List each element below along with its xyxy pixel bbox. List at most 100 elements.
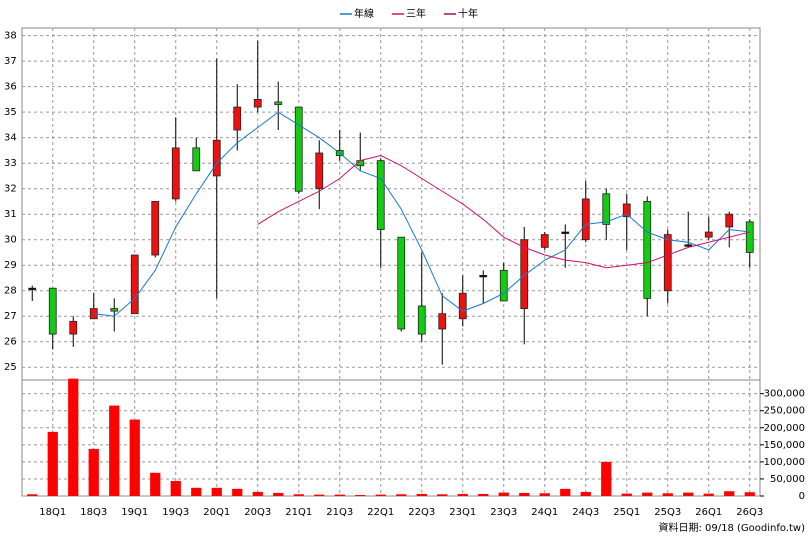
candle-body	[417, 305, 426, 335]
candle-body	[397, 236, 406, 330]
volume-bar	[724, 491, 735, 496]
x-tick-label: 22Q3	[408, 507, 435, 518]
y-tick-label: 27	[4, 311, 17, 322]
x-tick-label: 24Q1	[531, 507, 558, 518]
candle-body	[745, 221, 754, 253]
volume-bar	[355, 494, 366, 496]
y-tick-label: 35	[4, 107, 17, 118]
x-tick-label: 19Q3	[162, 507, 189, 518]
volume-bar	[375, 494, 386, 496]
volume-bar	[539, 493, 550, 496]
candle-body	[704, 231, 713, 238]
x-tick-label: 18Q3	[80, 507, 107, 518]
y-tick-label: 36	[4, 82, 17, 93]
legend-label: 三年	[406, 7, 426, 20]
volume-bar	[519, 492, 530, 496]
candle-body	[663, 234, 672, 292]
x-tick-label: 21Q1	[285, 507, 312, 518]
legend-label: 十年	[458, 7, 478, 20]
candle-body	[253, 99, 262, 108]
volume-bar	[437, 494, 448, 496]
volume-bar	[47, 431, 58, 496]
x-tick-label: 21Q3	[326, 507, 353, 518]
candle-body	[438, 313, 447, 330]
candle-body	[376, 160, 385, 230]
y-tick-label: 29	[4, 260, 17, 271]
y-tick-label: 26	[4, 337, 17, 348]
candle-body	[725, 213, 734, 228]
candle-body	[294, 106, 303, 192]
candle-body	[581, 198, 590, 241]
candle-body	[315, 152, 324, 190]
y-tick-label: 32	[4, 184, 17, 195]
candle-body	[233, 106, 242, 131]
candle-body	[274, 101, 283, 105]
line-series	[93, 111, 750, 317]
volume-bar	[396, 494, 407, 496]
y-tick-label: 38	[4, 31, 17, 42]
volume-bar	[232, 488, 243, 496]
y-tick-label: 30	[4, 235, 17, 246]
volume-bar	[27, 494, 38, 496]
y2-tick-label: 50,000	[770, 474, 805, 485]
candle-body	[540, 234, 549, 248]
x-tick-label: 20Q3	[244, 507, 271, 518]
y-tick-label: 37	[4, 56, 17, 67]
candle-body	[684, 244, 693, 247]
x-tick-label: 25Q1	[613, 507, 640, 518]
y2-tick-label: 250,000	[764, 406, 805, 417]
candle-body	[171, 147, 180, 200]
volume-bar	[683, 492, 694, 496]
candle-body	[602, 193, 611, 225]
candle-body	[212, 139, 221, 177]
y2-tick-label: 200,000	[764, 423, 805, 434]
y-tick-label: 25	[4, 362, 17, 373]
x-tick-label: 25Q3	[654, 507, 681, 518]
candle-body	[520, 239, 529, 309]
volume-bar	[252, 491, 263, 496]
volume-bar	[560, 488, 571, 496]
x-tick-label: 24Q3	[572, 507, 599, 518]
volume-bar	[170, 480, 181, 496]
volume-bar	[580, 491, 591, 496]
y2-tick-label: 100,000	[764, 457, 805, 468]
x-tick-label: 26Q3	[736, 507, 763, 518]
candle-body	[479, 275, 488, 278]
x-tick-label: 19Q1	[121, 507, 148, 518]
volume-bar	[498, 492, 509, 496]
y-tick-label: 34	[4, 133, 17, 144]
volume-bar	[314, 494, 325, 496]
y2-tick-label: 300,000	[764, 389, 805, 400]
candle-body	[192, 147, 201, 172]
x-tick-label: 22Q1	[367, 507, 394, 518]
x-tick-label: 23Q1	[449, 507, 476, 518]
volume-bar	[191, 487, 202, 496]
candle-body	[643, 201, 652, 299]
volume-bar	[88, 448, 99, 496]
y-tick-label: 28	[4, 286, 17, 297]
volume-bar	[68, 378, 79, 496]
candle-body	[151, 201, 160, 256]
x-tick-label: 23Q3	[490, 507, 517, 518]
line-series	[257, 155, 750, 269]
candle-body	[458, 292, 467, 320]
volume-bar	[416, 493, 427, 496]
y2-tick-label: 150,000	[764, 440, 805, 451]
candle-body	[69, 320, 78, 335]
volume-bar	[129, 419, 140, 496]
volume-bar	[150, 472, 161, 496]
x-tick-label: 26Q1	[695, 507, 722, 518]
volume-bar	[703, 493, 714, 496]
y-tick-label: 31	[4, 209, 17, 220]
candle-body	[130, 254, 139, 315]
candle-body	[499, 269, 508, 302]
x-tick-label: 20Q1	[203, 507, 230, 518]
volume-bar	[211, 487, 222, 496]
volume-bar	[273, 492, 284, 496]
footer: 資料日期: 09/18 (Goodinfo.tw)	[658, 521, 805, 534]
y-tick-label: 33	[4, 158, 17, 169]
volume-bar	[334, 494, 345, 496]
volume-bar	[601, 461, 612, 496]
volume-bar	[478, 493, 489, 496]
